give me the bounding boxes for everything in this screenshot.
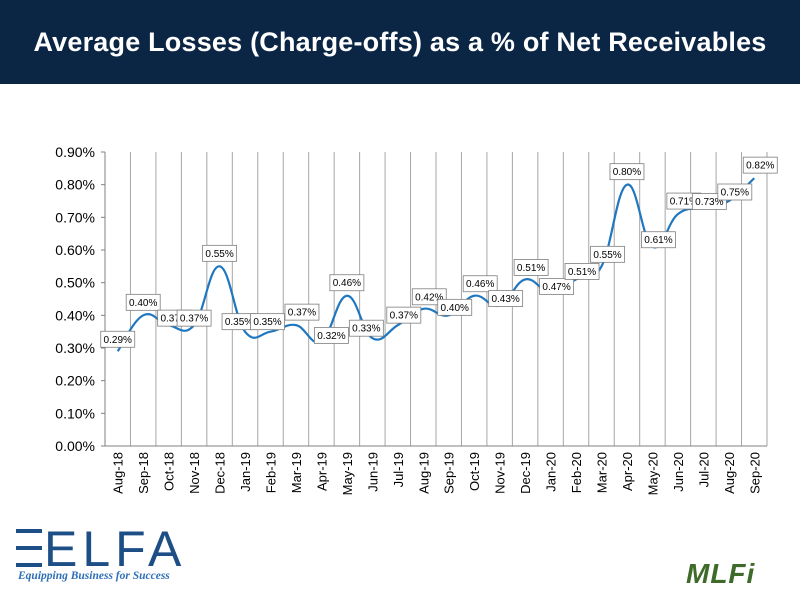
x-tick-label: Jan-20 — [544, 452, 559, 492]
y-tick-label: 0.60% — [55, 242, 95, 258]
y-tick-label: 0.10% — [55, 405, 95, 421]
x-tick-label: Nov-19 — [493, 452, 508, 494]
data-label: 0.71% — [670, 197, 698, 208]
data-label: 0.55% — [593, 250, 621, 261]
data-label: 0.47% — [542, 282, 570, 293]
data-label: 0.33% — [352, 324, 380, 335]
data-label-box — [125, 293, 161, 311]
page-title: Average Losses (Charge-offs) as a % of N… — [33, 26, 767, 57]
data-label-box — [437, 298, 473, 316]
data-label: 0.35% — [253, 317, 281, 328]
data-label: 0.40% — [129, 298, 157, 309]
data-label: 0.73% — [695, 197, 723, 208]
data-label-box — [176, 309, 212, 327]
data-label-box — [329, 274, 365, 292]
x-tick-label: Dec-18 — [213, 452, 228, 494]
x-tick-label: Jan-19 — [238, 452, 253, 492]
data-label: 0.51% — [568, 267, 596, 278]
data-label-box — [348, 319, 384, 337]
y-tick-label: 0.00% — [55, 438, 95, 454]
elfa-logo-text: ELFA — [44, 521, 187, 577]
x-tick-label: Sep-20 — [747, 452, 762, 494]
x-tick-label: Apr-20 — [620, 452, 635, 491]
data-label: 0.82% — [746, 161, 774, 172]
x-tick-label: May-20 — [645, 452, 660, 495]
elfa-logo-bars — [16, 529, 42, 567]
data-label-box — [386, 306, 422, 324]
elfa-tagline: Equipping Business for Success — [18, 570, 170, 582]
data-label: 0.43% — [491, 294, 519, 305]
y-tick-label: 0.20% — [55, 373, 95, 389]
data-label-box — [717, 183, 753, 201]
x-tick-label: Feb-19 — [264, 452, 279, 493]
y-tick-label: 0.90% — [55, 144, 95, 160]
mlfi-logo: MLFi — [686, 558, 756, 589]
x-tick-label: Nov-18 — [187, 452, 202, 494]
y-tick-label: 0.30% — [55, 340, 95, 356]
data-label: 0.37% — [160, 314, 188, 325]
x-tick-label: Dec-19 — [518, 452, 533, 494]
data-label-box — [513, 258, 549, 276]
data-label: 0.75% — [721, 188, 749, 199]
x-tick-label: Sep-19 — [442, 452, 457, 494]
data-label-box — [564, 262, 600, 280]
data-label: 0.61% — [644, 235, 672, 246]
data-label-box — [609, 163, 645, 181]
data-label-box — [314, 327, 349, 344]
x-tick-label: Feb-20 — [569, 452, 584, 493]
y-tick-label: 0.80% — [55, 177, 95, 193]
x-tick-label: Oct-19 — [467, 452, 482, 491]
data-label: 0.40% — [441, 303, 469, 314]
data-label: 0.29% — [104, 335, 132, 346]
data-label-box — [462, 275, 498, 293]
data-label-box — [250, 313, 285, 331]
x-tick-label: Apr-19 — [314, 452, 329, 491]
data-label: 0.80% — [613, 167, 641, 178]
data-label: 0.37% — [288, 308, 316, 319]
data-label: 0.46% — [466, 279, 494, 290]
x-tick-label: Jul-20 — [696, 452, 711, 487]
data-label: 0.55% — [205, 249, 233, 260]
data-label: 0.37% — [180, 314, 208, 325]
y-tick-label: 0.50% — [55, 275, 95, 291]
title-bar: Average Losses (Charge-offs) as a % of N… — [0, 0, 800, 84]
data-label: 0.42% — [415, 292, 443, 303]
data-label: 0.32% — [317, 331, 345, 342]
x-tick-label: Jun-19 — [365, 452, 380, 492]
data-label-box — [539, 278, 574, 295]
x-tick-label: Jul-19 — [391, 452, 406, 487]
data-label-box — [284, 303, 320, 321]
data-label: 0.46% — [333, 278, 361, 289]
y-tick-label: 0.40% — [55, 307, 95, 323]
x-tick-label: Oct-18 — [162, 452, 177, 491]
x-tick-label: Aug-19 — [416, 452, 431, 494]
x-tick-label: Mar-20 — [595, 452, 610, 493]
x-tick-label: Sep-18 — [136, 452, 151, 494]
data-label-box — [742, 156, 778, 174]
x-tick-label: Aug-20 — [722, 452, 737, 494]
data-label: 0.37% — [390, 311, 418, 322]
x-tick-label: May-19 — [340, 452, 355, 495]
x-tick-label: Jun-20 — [671, 452, 686, 492]
x-tick-label: Aug-18 — [111, 452, 126, 494]
data-label: 0.51% — [517, 263, 545, 274]
line-chart: 0.00% 0.10% 0.20% 0.30% 0.40% 0.50% 0.60% 0.70%… — [55, 144, 778, 495]
data-label-box — [202, 244, 237, 262]
data-label-box — [590, 245, 625, 263]
data-label-box — [100, 330, 136, 348]
data-label-box — [641, 231, 676, 249]
y-tick-label: 0.70% — [55, 209, 95, 225]
data-label: 0.35% — [225, 317, 253, 328]
x-tick-label: Mar-19 — [289, 452, 304, 493]
data-label-box — [488, 290, 524, 307]
